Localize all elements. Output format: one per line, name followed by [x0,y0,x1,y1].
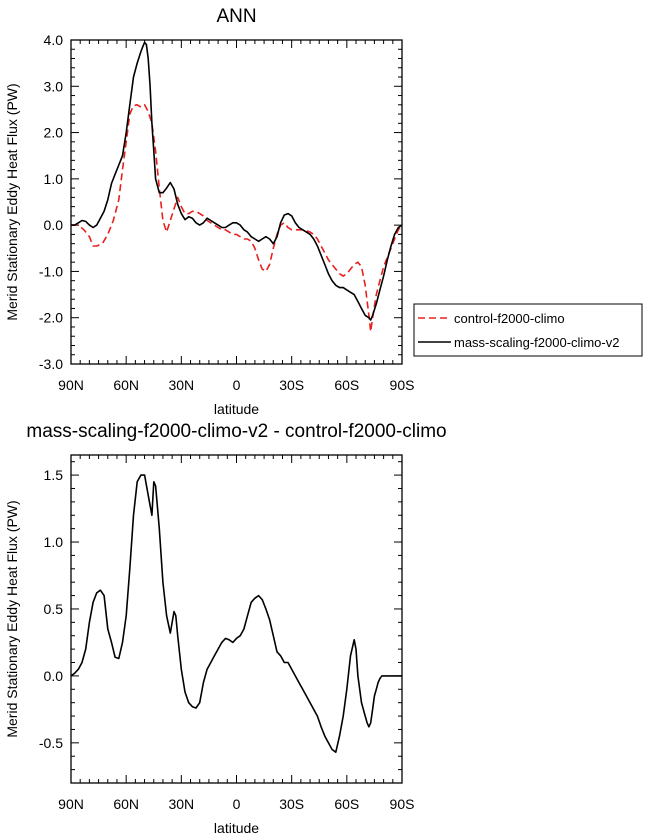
legend-box [413,303,643,357]
x-tick-label: 60N [113,377,139,393]
top-chart-title: ANN [216,6,256,27]
series-line-bottom-difference [71,474,402,753]
x-tick-label: 0 [233,796,241,812]
x-tick-label: 30N [168,377,194,393]
y-tick-label: 0.5 [44,601,64,617]
series-line-control-f2000-climo [71,104,402,333]
x-tick-label: 60S [334,377,359,393]
x-tick-label: 90S [390,796,415,812]
y-tick-label: 3.0 [44,78,64,94]
y-tick-label: -3.0 [39,356,63,372]
bottom-x-axis-label: latitude [214,820,259,836]
x-tick-label: 60N [113,796,139,812]
legend-label: control-f2000-climo [454,311,565,326]
x-tick-label: 90S [390,377,415,393]
legend: control-f2000-climo mass-scaling-f2000-cl… [413,303,643,357]
top-panel: ANN 90N 60N 30N 0 30S 60S 90S -3.0 -2.0 -1.0 0.0 1.0… [4,6,643,417]
y-tick-label: 2.0 [44,125,64,141]
x-tick-label: 0 [233,377,241,393]
x-tick-label: 90N [58,796,84,812]
bottom-chart-title: mass-scaling-f2000-climo-v2 - control-f2… [26,421,446,442]
y-tick-label: -0.5 [39,735,63,751]
x-tick-label: 30N [168,796,194,812]
x-tick-label: 30S [279,377,304,393]
bottom-plot-frame [70,454,403,784]
y-tick-label: -1.0 [39,263,63,279]
top-x-axis-label: latitude [214,401,259,417]
y-tick-label: 0.0 [44,217,64,233]
x-tick-label: 90N [58,377,84,393]
y-tick-label: 4.0 [44,32,64,48]
top-plot-frame [70,39,403,365]
legend-label: mass-scaling-f2000-climo-v2 [454,335,619,350]
y-tick-label: 1.5 [44,467,64,483]
y-tick-label: -2.0 [39,310,63,326]
top-y-axis-label: Merid Stationary Eddy Heat Flux (PW) [4,83,20,320]
series-line-mass-scaling-f2000-climo-v2 [71,41,402,321]
y-tick-label: 0.0 [44,668,64,684]
bottom-y-axis-label: Merid Stationary Eddy Heat Flux (PW) [4,500,20,737]
x-tick-label: 60S [334,796,359,812]
y-tick-label: 1.0 [44,534,64,550]
x-tick-label: 30S [279,796,304,812]
bottom-panel: mass-scaling-f2000-climo-v2 - control-f2… [4,421,447,836]
y-tick-label: 1.0 [44,171,64,187]
